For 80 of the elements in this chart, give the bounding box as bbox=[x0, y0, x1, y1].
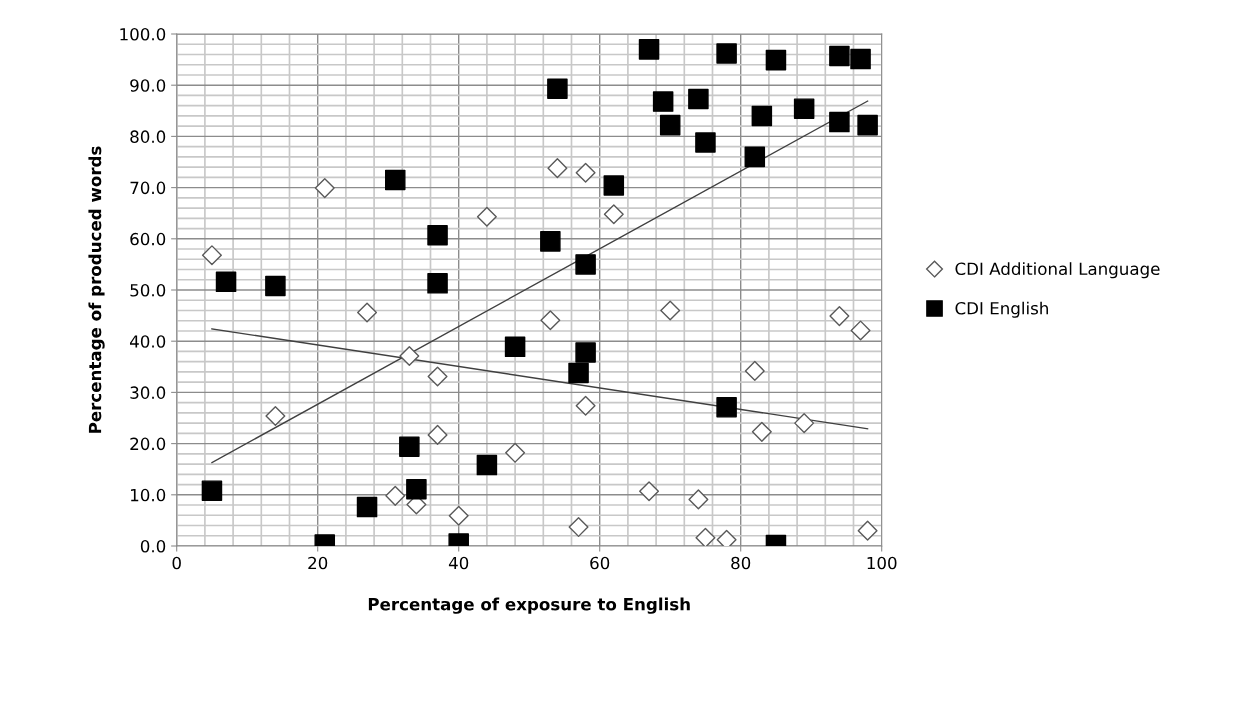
point bbox=[265, 405, 286, 426]
point bbox=[603, 204, 624, 225]
point bbox=[716, 43, 737, 64]
point bbox=[504, 336, 526, 358]
point bbox=[695, 132, 716, 153]
legend-label: CDI English bbox=[955, 301, 1048, 318]
point bbox=[744, 360, 765, 381]
point bbox=[829, 306, 850, 327]
point bbox=[427, 424, 448, 445]
point bbox=[744, 146, 766, 168]
point bbox=[314, 178, 335, 199]
x-tick-label: 40 bbox=[448, 556, 469, 570]
x-tick-label: 20 bbox=[308, 556, 328, 570]
point bbox=[427, 273, 448, 294]
x-tick-label: 100 bbox=[867, 556, 897, 570]
y-tick-label: 50.0 bbox=[130, 283, 166, 297]
point bbox=[575, 395, 596, 416]
y-tick-label: 60.0 bbox=[130, 232, 166, 246]
y-tick-label: 100.0 bbox=[120, 27, 166, 41]
y-tick-label: 20.0 bbox=[130, 437, 166, 451]
point bbox=[357, 302, 378, 323]
point bbox=[652, 91, 674, 112]
y-tick-label: 70.0 bbox=[130, 181, 166, 195]
y-tick-label: 10.0 bbox=[131, 488, 166, 502]
x-axis-title: Percentage of exposure to English bbox=[368, 597, 690, 614]
point bbox=[568, 362, 589, 384]
point bbox=[265, 275, 286, 297]
point bbox=[547, 158, 568, 179]
y-tick-label: 30.0 bbox=[130, 386, 166, 399]
point bbox=[427, 366, 448, 387]
point bbox=[793, 98, 815, 120]
point bbox=[829, 45, 850, 67]
point bbox=[201, 245, 222, 266]
legend-label: CDI Additional Language bbox=[955, 262, 1160, 279]
point bbox=[575, 162, 596, 183]
point bbox=[857, 520, 878, 541]
point bbox=[385, 485, 406, 506]
point bbox=[201, 480, 223, 501]
point bbox=[356, 496, 378, 518]
point bbox=[751, 105, 773, 127]
point bbox=[829, 111, 850, 133]
point bbox=[660, 300, 681, 321]
y-tick-label: 80.0 bbox=[130, 130, 166, 143]
x-tick-label: 80 bbox=[731, 556, 751, 570]
point bbox=[794, 413, 815, 434]
point bbox=[427, 224, 448, 246]
point bbox=[505, 442, 526, 463]
point bbox=[850, 48, 871, 70]
point bbox=[575, 342, 596, 363]
y-tick-label: 40.0 bbox=[129, 335, 166, 348]
point bbox=[659, 114, 681, 136]
point bbox=[540, 310, 561, 331]
point bbox=[716, 396, 737, 418]
point bbox=[765, 49, 787, 71]
point bbox=[850, 320, 871, 341]
point bbox=[476, 454, 498, 476]
point bbox=[695, 527, 716, 546]
x-tick-label: 0 bbox=[172, 556, 181, 570]
point bbox=[384, 169, 406, 191]
point bbox=[476, 206, 497, 227]
point bbox=[547, 78, 568, 100]
point bbox=[857, 114, 878, 136]
y-tick-label: 0.0 bbox=[140, 539, 166, 553]
point bbox=[568, 517, 589, 538]
point bbox=[751, 421, 772, 442]
y-axis-title: Percentage of produced words bbox=[88, 146, 105, 433]
point bbox=[638, 39, 660, 60]
x-tick-label: 60 bbox=[590, 556, 610, 570]
point bbox=[688, 88, 709, 110]
point bbox=[688, 489, 709, 510]
point bbox=[448, 505, 469, 526]
y-tick-label: 90.0 bbox=[130, 79, 166, 92]
point bbox=[540, 231, 561, 252]
point bbox=[399, 436, 420, 457]
point bbox=[399, 346, 420, 367]
point bbox=[406, 478, 427, 500]
point bbox=[603, 175, 625, 196]
point bbox=[215, 271, 237, 293]
point bbox=[575, 254, 596, 275]
point bbox=[639, 481, 660, 502]
